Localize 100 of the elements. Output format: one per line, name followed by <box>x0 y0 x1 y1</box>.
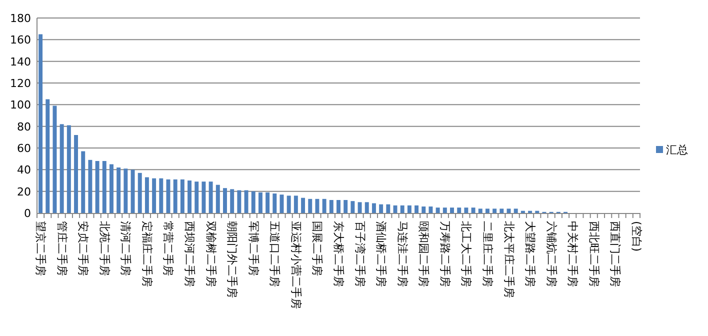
x-tick-label: 二里庄二手房 <box>480 221 494 287</box>
bar <box>138 172 142 213</box>
bar <box>450 208 454 213</box>
y-tick-label: 60 <box>17 142 31 155</box>
bar <box>258 192 262 213</box>
bar <box>471 208 476 213</box>
x-tick-label: 双榆树二手房 <box>204 221 218 287</box>
x-tick-label: 亚运村小营二手房 <box>289 221 302 309</box>
bar <box>506 208 511 213</box>
bar <box>188 180 192 213</box>
bar <box>379 204 384 213</box>
bar <box>286 196 291 213</box>
bar <box>478 208 482 213</box>
bar <box>88 160 92 213</box>
x-tick-label: 清河二手房 <box>119 221 132 276</box>
bar <box>102 161 106 213</box>
bar <box>400 205 404 213</box>
x-tick-label: 酒仙桥二手房 <box>374 221 388 287</box>
y-tick-label: 160 <box>10 34 31 47</box>
bar <box>414 205 419 213</box>
y-tick-label: 80 <box>17 120 31 134</box>
bar <box>407 205 412 213</box>
x-tick-label: 国展二手房 <box>310 221 324 276</box>
y-tick-label: 120 <box>10 77 31 90</box>
bar <box>159 178 164 213</box>
x-tick-label: (空白) <box>630 221 643 252</box>
bar <box>358 202 362 213</box>
x-tick-label: 颐和园二手房 <box>417 221 430 287</box>
x-tick-label: 六铺炕二手房 <box>544 221 558 287</box>
bar <box>95 161 100 213</box>
bar <box>386 204 390 213</box>
bar <box>194 182 199 213</box>
bar <box>223 188 227 213</box>
bar <box>372 203 376 213</box>
bar <box>202 182 206 213</box>
bar <box>230 189 234 213</box>
bar <box>344 200 348 213</box>
bar <box>272 194 277 213</box>
x-tick-label: 大望路二手房 <box>524 221 537 287</box>
bar <box>244 190 248 213</box>
bar <box>251 191 256 213</box>
y-tick-label: 140 <box>10 55 31 68</box>
bar <box>237 190 242 213</box>
x-tick-label: 常营二手房 <box>162 221 175 276</box>
bar <box>315 198 320 213</box>
x-tick-label: 北工大二手房 <box>460 221 473 287</box>
x-tick-label: 安贞二手房 <box>76 221 90 276</box>
bar <box>350 201 355 213</box>
bar <box>173 179 178 213</box>
x-tick-label: 管庄二手房 <box>55 221 68 276</box>
bar <box>52 106 57 213</box>
x-tick-label: 望京二手房 <box>34 221 48 276</box>
bar <box>442 208 447 213</box>
bar <box>294 196 298 213</box>
x-tick-label: 定福庄二手房 <box>140 221 154 287</box>
x-tick-label: 东大桥二手房 <box>332 221 345 287</box>
y-tick-label: 20 <box>17 185 31 198</box>
bar <box>144 177 149 213</box>
bar <box>457 208 462 213</box>
x-tick-label: 北太平庄二手房 <box>502 221 516 298</box>
x-tick-label: 军博二手房 <box>246 221 260 276</box>
bar <box>216 184 220 213</box>
bar <box>428 206 433 213</box>
bar <box>66 125 71 213</box>
bar <box>152 178 156 213</box>
bar <box>308 198 312 213</box>
x-tick-label: 百子湾二手房 <box>353 221 366 287</box>
bar <box>514 208 518 213</box>
bar <box>364 202 369 213</box>
bar <box>124 168 128 213</box>
bar <box>60 124 64 213</box>
legend-label: 汇总 <box>666 144 688 156</box>
bar <box>74 135 78 213</box>
x-tick-label: 西直门二手房 <box>608 221 622 287</box>
x-tick-label: 北苑二手房 <box>98 221 111 276</box>
x-tick-label: 马连洼二手房 <box>396 221 409 287</box>
y-tick-label: 0 <box>24 207 31 220</box>
bar <box>336 200 340 213</box>
bar <box>422 206 426 213</box>
bar <box>180 179 184 213</box>
bar <box>322 198 326 213</box>
bar <box>46 99 50 213</box>
y-tick-label: 40 <box>17 164 31 177</box>
bar <box>492 208 497 213</box>
x-tick-label: 朝阳门外二手房 <box>226 221 239 298</box>
bar <box>81 151 86 213</box>
x-tick-label: 万寿路二手房 <box>438 221 452 287</box>
y-tick-label: 180 <box>10 12 31 25</box>
bar <box>110 164 114 213</box>
bar <box>116 168 121 213</box>
x-tick-label: 西北旺二手房 <box>587 221 600 287</box>
bar <box>130 170 135 213</box>
y-tick-label: 100 <box>10 98 31 112</box>
bar <box>464 208 468 213</box>
bar <box>301 198 306 213</box>
bar <box>266 192 270 213</box>
bar <box>208 182 213 213</box>
x-tick-label: 五道口二手房 <box>268 221 282 287</box>
bar <box>329 200 334 213</box>
x-tick-label: 西坝河二手房 <box>183 221 196 287</box>
